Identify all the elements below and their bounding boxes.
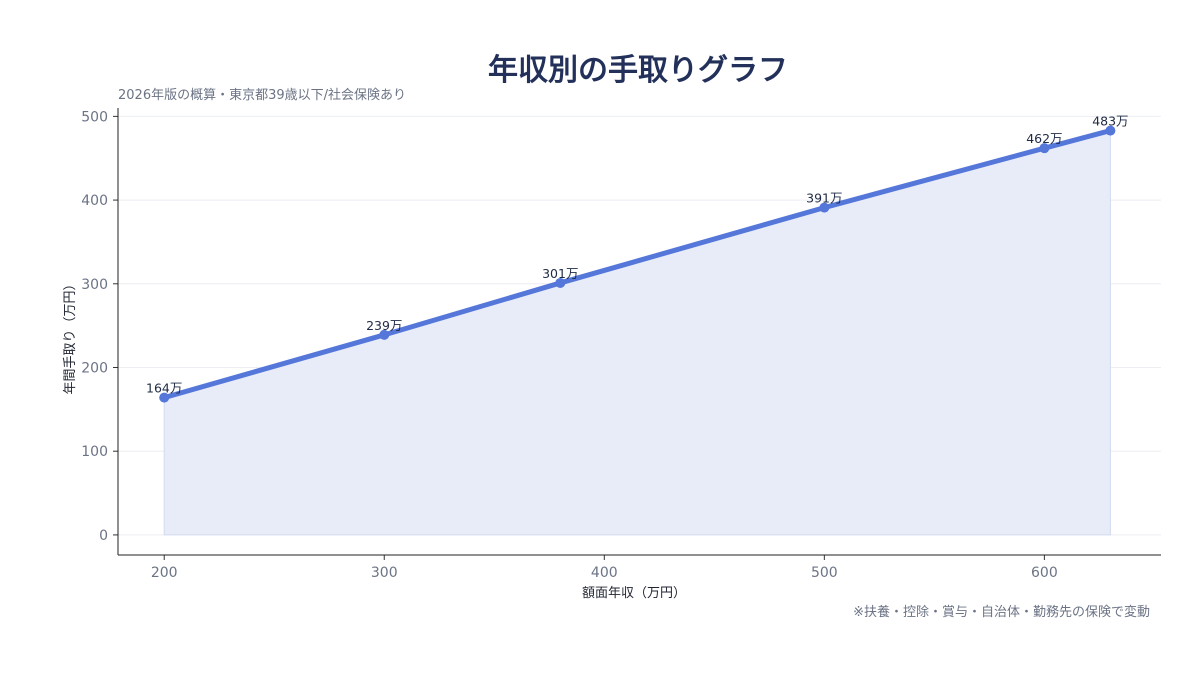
tick-labels: 0 100 200 300 400 500 200 300 400 500 600 bbox=[81, 109, 1057, 581]
x-tick-label-1: 300 bbox=[371, 565, 398, 581]
data-label-5: 483万 bbox=[1092, 114, 1128, 129]
data-point-0 bbox=[159, 392, 170, 403]
data-point-5 bbox=[1105, 125, 1116, 136]
chart-title: 年収別の手取りグラフ bbox=[488, 53, 788, 88]
y-tick-label-4: 400 bbox=[81, 193, 108, 209]
data-point-3 bbox=[819, 202, 830, 213]
y-tick-label-2: 200 bbox=[81, 360, 108, 376]
data-marks: 164万 239万 301万 391万 462万 483万 bbox=[146, 114, 1129, 403]
data-point-4 bbox=[1039, 143, 1050, 154]
area-fill bbox=[163, 129, 1111, 536]
axes bbox=[113, 108, 1161, 560]
data-label-0: 164万 bbox=[146, 381, 182, 396]
y-tick-label-3: 300 bbox=[81, 277, 108, 293]
data-label-4: 462万 bbox=[1026, 131, 1062, 146]
footnote: ※扶養・控除・賞与・自治体・勤務先の保険で変動 bbox=[853, 604, 1150, 620]
data-label-1: 239万 bbox=[366, 318, 402, 333]
data-label-2: 301万 bbox=[542, 266, 578, 281]
y-tick-label-5: 500 bbox=[81, 109, 108, 125]
data-point-2 bbox=[555, 277, 566, 288]
y-axis-label: 年間手取り（万円） bbox=[63, 277, 78, 394]
y-tick-label-1: 100 bbox=[81, 444, 108, 460]
x-axis-label: 額面年収（万円） bbox=[582, 586, 686, 601]
y-tick-label-0: 0 bbox=[99, 528, 108, 544]
x-tick-label-0: 200 bbox=[151, 565, 178, 581]
x-tick-label-2: 400 bbox=[591, 565, 618, 581]
series-line bbox=[161, 128, 1113, 401]
x-tick-label-3: 500 bbox=[811, 565, 838, 581]
chart-subtitle: 2026年版の概算・東京都39歳以下/社会保険あり bbox=[118, 87, 406, 103]
x-tick-label-4: 600 bbox=[1031, 565, 1058, 581]
data-point-1 bbox=[379, 329, 390, 340]
area-layer bbox=[163, 129, 1111, 536]
data-label-3: 391万 bbox=[806, 191, 842, 206]
